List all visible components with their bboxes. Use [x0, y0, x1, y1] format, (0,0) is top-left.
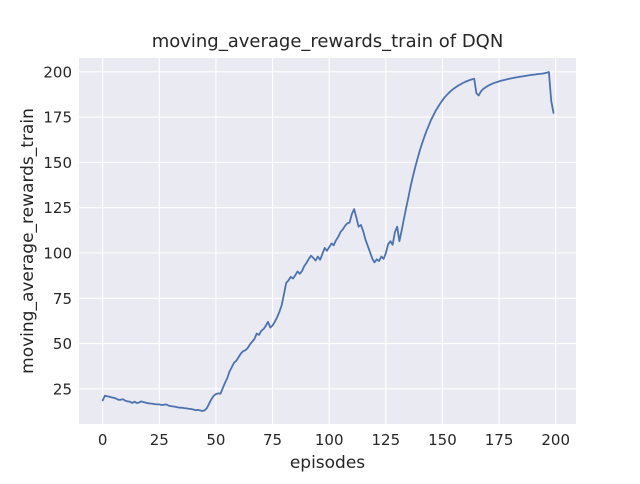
x-tick-label: 200	[541, 431, 570, 449]
x-tick-label: 75	[263, 431, 282, 449]
gridlines	[79, 58, 576, 424]
x-tick-label: 125	[372, 431, 401, 449]
y-axis-tick-labels: 25 50 75 100 125 150 175 200	[43, 63, 72, 398]
x-axis-label: episodes	[290, 453, 365, 473]
y-tick-label: 175	[43, 109, 72, 127]
y-tick-label: 200	[43, 63, 72, 81]
y-tick-label: 150	[43, 154, 72, 172]
x-tick-label: 175	[485, 431, 514, 449]
chart-title: moving_average_rewards_train of DQN	[152, 31, 504, 52]
x-tick-label: 100	[315, 431, 344, 449]
y-tick-label: 125	[43, 199, 72, 217]
y-tick-label: 50	[53, 335, 72, 353]
x-axis-tick-labels: 0 25 50 75 100 125 150 175 200	[98, 431, 570, 449]
data-series	[101, 71, 555, 412]
reward-line	[101, 71, 555, 412]
y-tick-label: 75	[53, 290, 72, 308]
y-tick-label: 25	[53, 380, 72, 398]
x-tick-label: 50	[206, 431, 225, 449]
plot-area	[79, 58, 576, 424]
x-tick-label: 150	[428, 431, 457, 449]
x-tick-label: 25	[150, 431, 169, 449]
y-tick-label: 100	[43, 244, 72, 262]
x-tick-label: 0	[98, 431, 108, 449]
y-axis-label: moving_average_rewards_train	[18, 108, 38, 374]
